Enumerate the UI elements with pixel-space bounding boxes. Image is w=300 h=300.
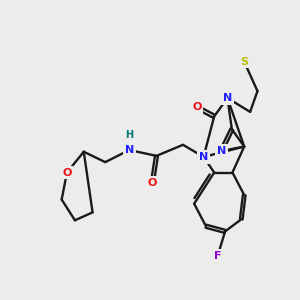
Text: N: N	[199, 152, 208, 162]
Text: O: O	[148, 178, 157, 188]
Text: O: O	[192, 102, 202, 112]
Text: H: H	[125, 130, 134, 140]
Text: N: N	[217, 146, 226, 156]
Text: F: F	[214, 251, 221, 261]
Text: O: O	[62, 167, 72, 178]
Text: S: S	[240, 57, 248, 67]
Text: N: N	[125, 145, 134, 155]
Text: N: N	[223, 93, 232, 103]
